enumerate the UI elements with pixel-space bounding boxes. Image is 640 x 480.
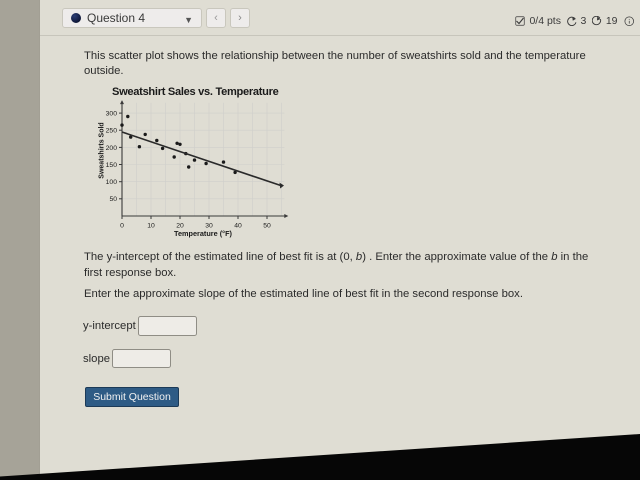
svg-text:50: 50 xyxy=(109,196,117,203)
